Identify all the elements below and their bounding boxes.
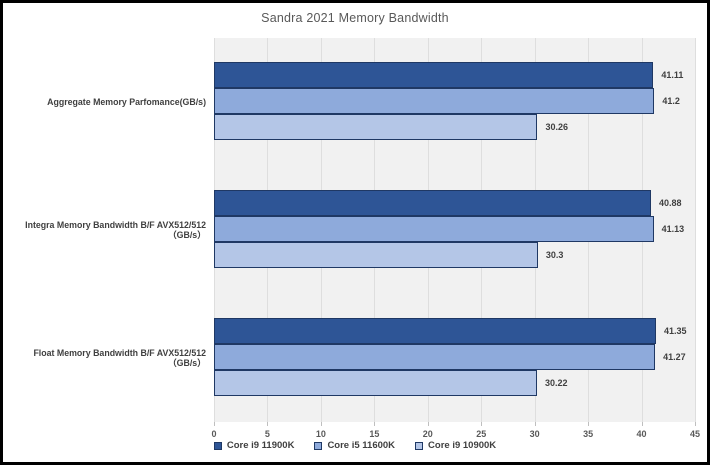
legend-label: Core i9 10900K <box>428 440 497 451</box>
bar-value-label: 41.35 <box>663 326 687 336</box>
axis-tick-label: 20 <box>422 429 433 439</box>
axis-tick-label: 40 <box>636 429 647 439</box>
bar <box>214 190 651 216</box>
axis-tick <box>695 422 696 426</box>
axis-tick <box>320 422 322 426</box>
legend: Core i9 11900K Core i5 11600K Core i9 1090… <box>3 440 707 451</box>
chart-title: Sandra 2021 Memory Bandwidth <box>261 11 449 25</box>
legend-item: Core i5 11600K <box>314 440 395 451</box>
bar-value-label: 41.27 <box>663 352 686 362</box>
bar <box>214 242 538 268</box>
category-label: Aggregate Memory Parfomance(GB/s) <box>47 96 206 107</box>
axis-tick <box>427 422 429 426</box>
legend-swatch <box>213 441 222 450</box>
axis-tick-label: 15 <box>369 429 380 439</box>
legend-label: Core i9 11900K <box>226 440 295 451</box>
bar-value-label: 30.26 <box>545 122 568 132</box>
legend-item: Core i9 10900K <box>415 440 496 451</box>
bar-value-label: 41.13 <box>661 224 685 234</box>
axis-tick <box>534 422 536 426</box>
legend-swatch <box>415 441 424 450</box>
legend-label: Core i5 11600K <box>327 440 396 451</box>
axis-tick-label: 25 <box>476 429 487 439</box>
bar <box>214 344 656 370</box>
bar-value-label: 41.2 <box>662 96 680 106</box>
bar-value-label: 30.22 <box>545 378 568 388</box>
bar <box>214 318 656 344</box>
legend-item: Core i9 11900K <box>213 440 295 451</box>
axis-tick <box>641 422 643 426</box>
axis-tick <box>588 422 590 426</box>
axis-tick <box>267 422 269 426</box>
axis-tick-label: 0 <box>211 429 217 439</box>
bar-value-label: 41.11 <box>661 70 684 80</box>
axis-tick-label: 5 <box>264 429 270 439</box>
legend-swatch <box>314 441 323 450</box>
category-label: Integra Memory Bandwidth B/F AVX512/512 … <box>25 219 206 240</box>
bar <box>214 114 538 140</box>
bar <box>214 62 654 88</box>
axis-tick-label: 30 <box>529 429 540 439</box>
bar <box>214 370 538 396</box>
bar <box>214 88 655 114</box>
axis-tick <box>214 422 215 426</box>
category-label: Float Memory Bandwidth B/F AVX512/512 （G… <box>33 347 206 368</box>
bar-value-label: 30.3 <box>545 250 564 260</box>
bar <box>214 216 654 242</box>
axis-tick-label: 45 <box>689 429 701 439</box>
axis-tick-label: 10 <box>315 429 326 439</box>
axis-tick <box>374 422 376 426</box>
gridline <box>695 38 696 422</box>
axis-tick-label: 35 <box>583 429 594 439</box>
axis-tick <box>481 422 483 426</box>
bar-value-label: 40.88 <box>658 198 682 208</box>
